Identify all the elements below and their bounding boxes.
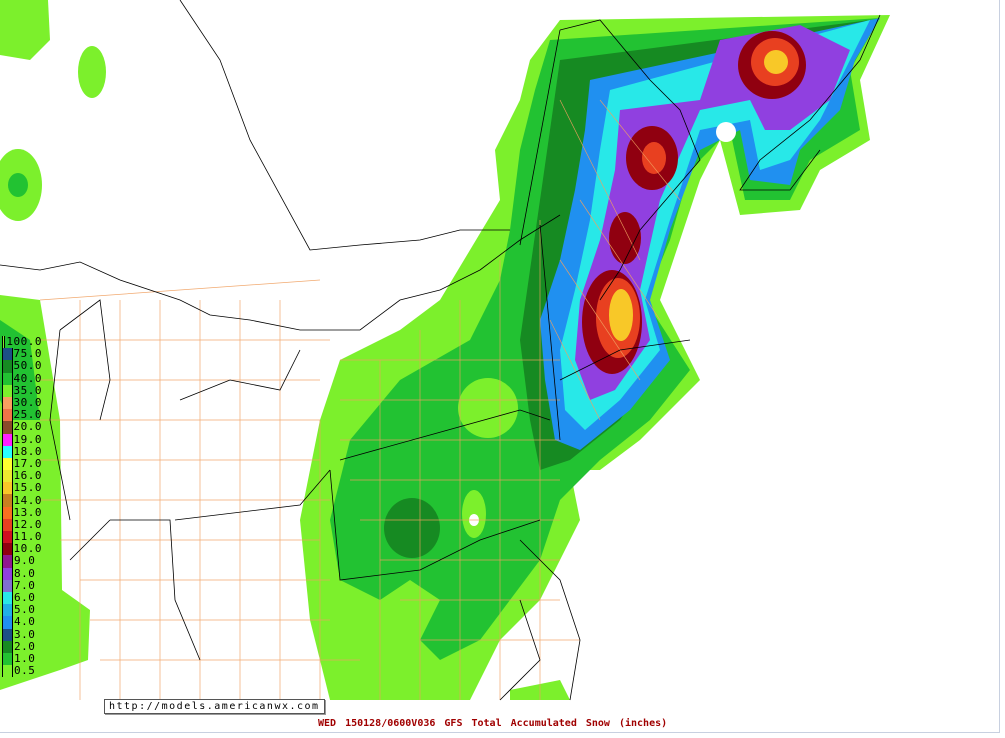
legend-item: 10.0 [2,542,42,556]
legend-swatch [2,360,13,373]
legend-item: 5.0 [2,603,42,617]
legend-swatch [2,665,13,678]
legend-item: 40.0 [2,371,42,385]
legend-item: 16.0 [2,469,42,483]
legend-swatch [2,409,13,422]
legend-label: 10.0 [13,542,42,556]
legend-swatch [2,543,13,556]
legend-label: 25.0 [13,408,42,422]
snow-contour-14 [609,50,788,341]
legend-label: 1.0 [14,651,36,665]
legend-label: 40.0 [13,371,42,385]
legend-swatch [2,628,13,641]
legend-swatch [2,445,13,458]
legend-swatch [2,567,13,580]
county-boundaries [39,99,681,700]
legend-swatch [2,640,13,653]
legend-label: 11.0 [13,530,42,544]
legend-item: 15.0 [2,481,42,495]
legend-label: 7.0 [14,578,36,592]
legend-swatch [2,470,13,483]
legend-item: 4.0 [2,615,42,629]
legend-item: 9.0 [2,554,42,568]
legend-item: 100.0 [2,335,42,349]
legend-item: 75.0 [2,347,42,361]
legend-swatch [2,348,13,361]
map-caption: WED 150128/0600V036 GFS Total Accumulate… [318,718,668,729]
legend-swatch [2,531,13,544]
legend-swatch [2,506,13,519]
legend-swatch [2,616,13,629]
legend-swatch [2,518,13,531]
legend-label: 3.0 [14,627,36,641]
legend-label: 17.0 [13,456,42,470]
legend-label: 2.0 [14,639,36,653]
legend-swatch [2,336,6,349]
legend-item: 14.0 [2,493,42,507]
legend-item: 7.0 [2,578,42,592]
legend-item: 11.0 [2,530,42,544]
legend-label: 16.0 [13,469,42,483]
legend-label: 14.0 [13,493,42,507]
legend-label: 9.0 [14,554,36,568]
legend-swatch [2,396,13,410]
legend-swatch [2,421,13,434]
legend-swatch [2,494,13,507]
legend-swatch [2,372,13,385]
legend-swatch [2,652,13,666]
legend-label: 100.0 [6,335,42,349]
legend-item: 12.0 [2,517,42,531]
legend-label: 20.0 [13,420,42,434]
state-boundaries [0,0,881,701]
legend-label: 13.0 [13,505,42,519]
legend-label: 30.0 [13,396,42,410]
legend-item: 35.0 [2,383,42,397]
legend-label: 8.0 [14,566,36,580]
legend-item: 8.0 [2,566,42,580]
legend-label: 50.0 [13,359,42,373]
source-url-label: http://models.americanwx.com [104,699,325,714]
legend-item: 1.0 [2,651,42,666]
legend-item: 25.0 [2,408,42,422]
legend-item: 30.0 [2,396,42,410]
legend-item: 13.0 [2,505,42,519]
legend-item: 18.0 [2,444,42,458]
right-divider [999,0,1000,732]
legend-swatch [2,555,13,568]
legend-swatch [2,604,13,617]
legend-item: 50.0 [2,359,42,373]
legend-swatch [2,457,13,471]
legend-item: 2.0 [2,639,42,653]
snowfall-legend: 100.0 75.0 50.0 40.0 35.0 30.0 25.0 20.0 19.0 18.… [2,335,42,678]
legend-item: 0.5 [2,664,42,678]
legend-label: 6.0 [14,591,36,605]
legend-item: 17.0 [2,456,42,471]
legend-swatch [2,579,13,592]
legend-swatch [2,482,13,495]
legend-item: 19.0 [2,432,42,446]
legend-label: 4.0 [14,615,36,629]
legend-label: 5.0 [14,603,36,617]
snow-contour-8 [575,25,850,400]
legend-label: 12.0 [13,517,42,531]
legend-item: 20.0 [2,420,42,434]
legend-swatch [2,384,13,397]
legend-swatch [2,591,13,605]
legend-label: 15.0 [13,481,42,495]
legend-label: 18.0 [13,444,42,458]
legend-label: 0.5 [14,664,36,678]
bottom-divider [0,732,1000,733]
legend-label: 19.0 [13,432,42,446]
legend-swatch [2,433,13,446]
legend-label: 75.0 [13,347,42,361]
legend-item: 3.0 [2,627,42,641]
legend-label: 35.0 [13,383,42,397]
legend-item: 6.0 [2,591,42,605]
